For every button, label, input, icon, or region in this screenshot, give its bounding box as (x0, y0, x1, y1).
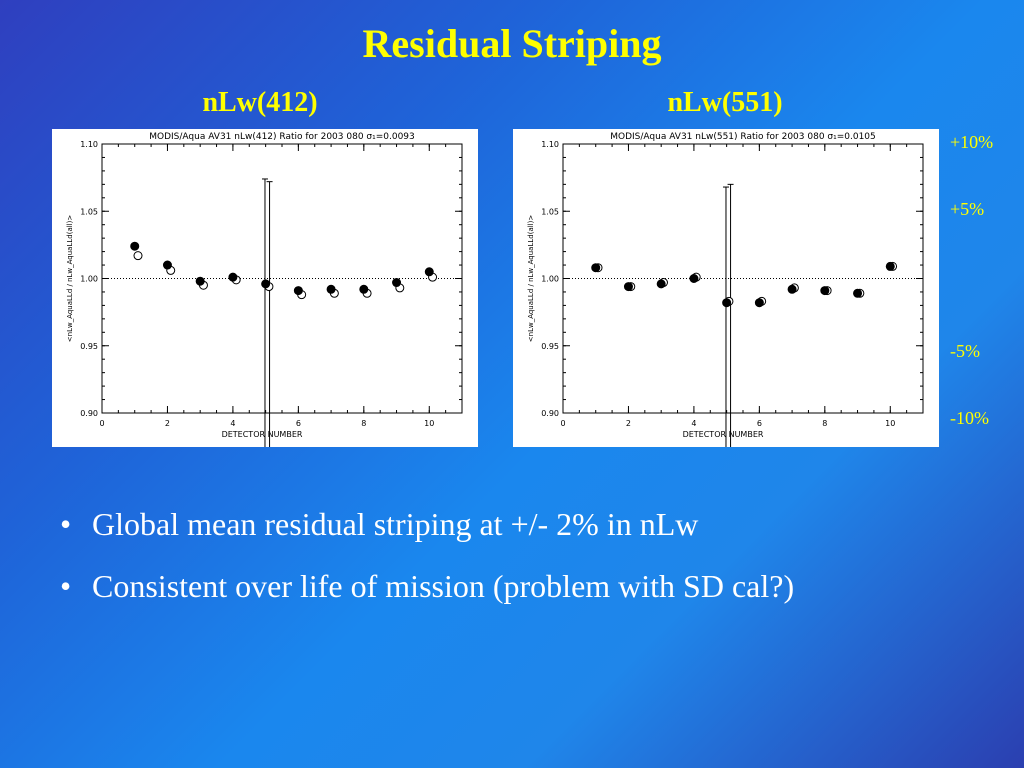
data-point-filled (623, 282, 633, 292)
data-point-filled (820, 286, 830, 296)
chart-551-svg: MODIS/Aqua AV31 nLw(551) Ratio for 2003 … (527, 132, 924, 447)
x-tick-label: 4 (230, 419, 235, 428)
x-tick-label: 4 (691, 419, 696, 428)
y-axis-label: <nLw_AquaLLd / nLw_AquaLLd(all)> (66, 215, 74, 343)
slide-title: Residual Striping (362, 21, 662, 66)
data-point-filled (656, 279, 666, 289)
data-point-filled (392, 278, 402, 288)
y-tick-label: 1.00 (80, 275, 98, 284)
data-point-filled (885, 261, 895, 271)
data-point-filled (722, 298, 732, 308)
bullet-item: • Global mean residual striping at +/- 2… (60, 505, 794, 543)
x-tick-label: 6 (296, 419, 301, 428)
x-axis-label: DETECTOR NUMBER (683, 430, 764, 439)
chart-subtitle-551: nLw(551) (667, 87, 783, 118)
scale-label-plus10: +10% (950, 132, 994, 152)
x-tick-label: 8 (822, 419, 827, 428)
bullet-text: Global mean residual striping at +/- 2% … (92, 506, 699, 542)
y-tick-label: 1.00 (541, 275, 559, 284)
y-tick-label: 0.95 (541, 342, 559, 351)
data-point-filled (787, 284, 797, 294)
data-point-open (133, 251, 143, 261)
data-point-filled (326, 284, 336, 294)
y-tick-label: 1.05 (80, 207, 98, 216)
chart-title: MODIS/Aqua AV31 nLw(551) Ratio for 2003 … (610, 132, 876, 142)
x-tick-label: 6 (757, 419, 762, 428)
scale-label-minus10: -10% (950, 408, 989, 428)
x-tick-label: 0 (560, 419, 565, 428)
data-point-filled (130, 241, 140, 251)
data-point-filled (754, 298, 764, 308)
bullet-list: • Global mean residual striping at +/- 2… (60, 505, 794, 629)
data-point-filled (424, 267, 434, 277)
data-point-filled (591, 263, 601, 273)
chart-412-svg: MODIS/Aqua AV31 nLw(412) Ratio for 2003 … (66, 132, 463, 447)
data-point-filled (195, 276, 205, 286)
data-point-filled (689, 274, 699, 283)
y-tick-label: 1.10 (80, 140, 98, 149)
y-tick-label: 1.10 (541, 140, 559, 149)
data-point-filled (261, 279, 271, 289)
data-point-filled (293, 286, 303, 296)
x-tick-label: 2 (626, 419, 631, 428)
x-tick-label: 0 (99, 419, 104, 428)
x-tick-label: 8 (361, 419, 366, 428)
x-tick-label: 10 (424, 419, 434, 428)
y-tick-label: 0.90 (541, 409, 559, 418)
chart-subtitle-412: nLw(412) (202, 87, 318, 118)
bullet-item: • Consistent over life of mission (probl… (60, 567, 794, 605)
y-tick-label: 1.05 (541, 207, 559, 216)
data-point-filled (853, 288, 863, 298)
data-point-filled (228, 272, 238, 282)
x-axis-label: DETECTOR NUMBER (222, 430, 303, 439)
scale-label-minus5: -5% (950, 341, 980, 361)
scale-label-plus5: +5% (950, 199, 985, 219)
data-point-filled (162, 260, 172, 270)
y-tick-label: 0.90 (80, 409, 98, 418)
bullet-glyph: • (60, 506, 72, 542)
chart-551: MODIS/Aqua AV31 nLw(551) Ratio for 2003 … (513, 129, 939, 447)
y-axis-label: <nLw_AquaLLd / nLw_AquaLLd(all)> (527, 215, 535, 343)
data-point-filled (359, 284, 369, 294)
chart-title: MODIS/Aqua AV31 nLw(412) Ratio for 2003 … (149, 132, 415, 142)
x-tick-label: 2 (165, 419, 170, 428)
bullet-text: Consistent over life of mission (problem… (92, 568, 795, 604)
x-tick-label: 10 (885, 419, 895, 428)
chart-412: MODIS/Aqua AV31 nLw(412) Ratio for 2003 … (52, 129, 478, 447)
y-tick-label: 0.95 (80, 342, 98, 351)
bullet-glyph: • (60, 568, 72, 604)
